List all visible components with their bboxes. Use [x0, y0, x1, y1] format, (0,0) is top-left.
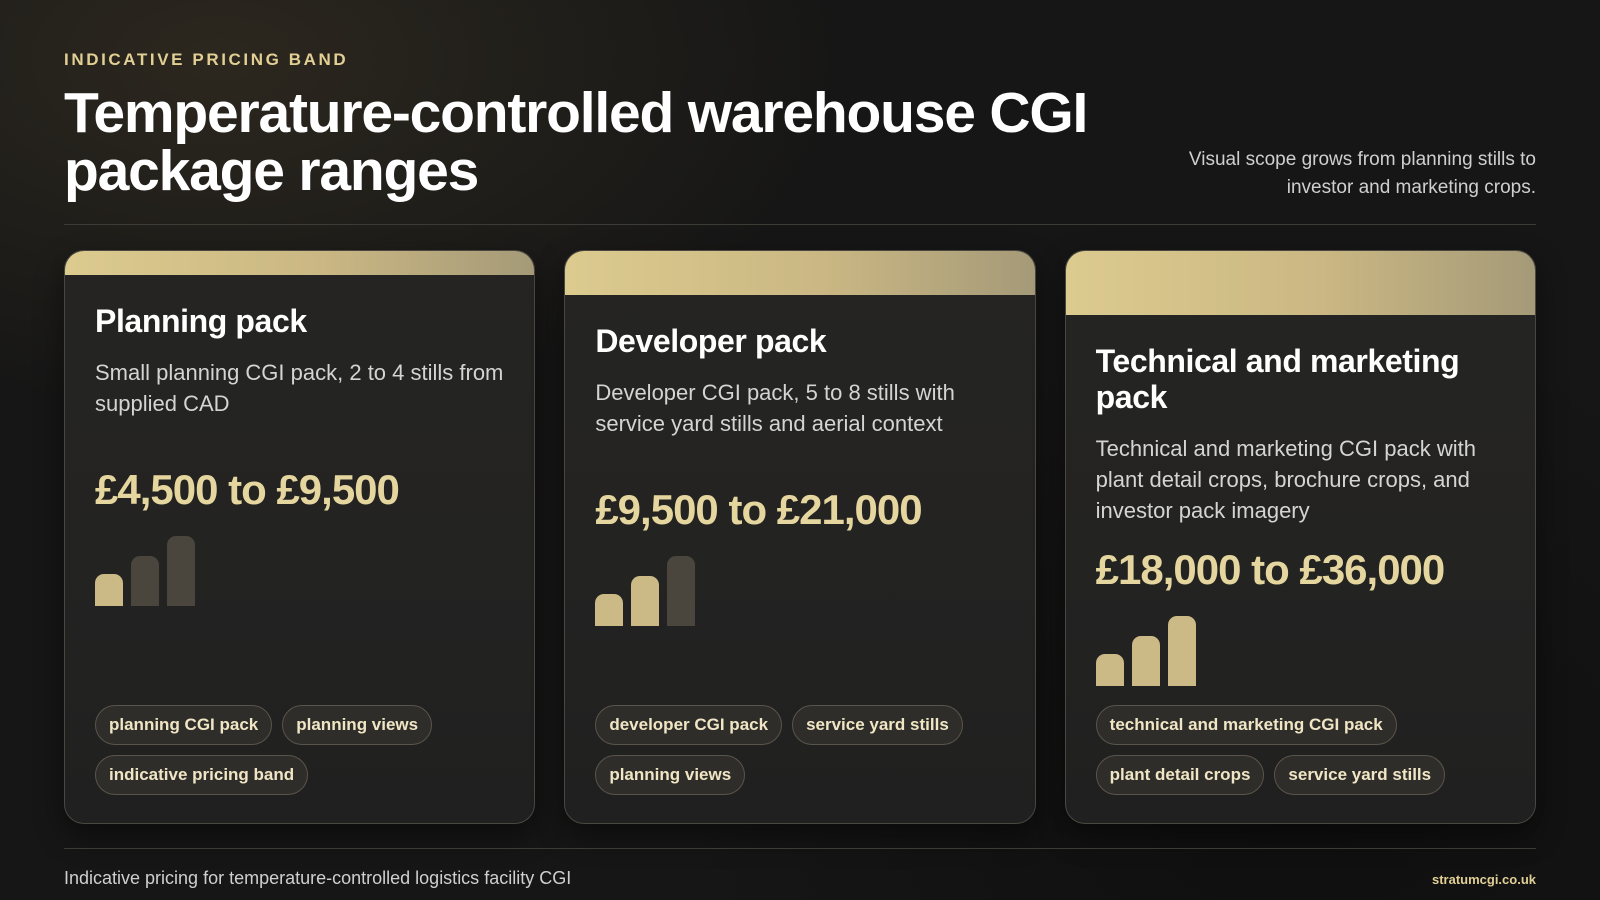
- tag-chip: planning views: [595, 755, 746, 795]
- scope-bar-1: [595, 594, 624, 626]
- tag-list: developer CGI pack service yard stills p…: [595, 705, 1014, 795]
- card-accent-bar: [65, 251, 535, 275]
- eyebrow-label: INDICATIVE PRICING BAND: [64, 50, 349, 69]
- package-card-technical-marketing: Technical and marketing pack Technical a…: [1064, 250, 1536, 824]
- tag-chip: technical and marketing CGI pack: [1095, 705, 1397, 745]
- price-range: £9,500 to £21,000: [595, 486, 922, 533]
- tag-chip: planning views: [282, 705, 433, 745]
- slide: INDICATIVE PRICING BAND Temperature-cont…: [64, 0, 1536, 900]
- page-subtitle: Visual scope grows from planning stills …: [1188, 149, 1536, 198]
- scope-bar-3: [1167, 616, 1196, 686]
- scope-bar-2: [1131, 636, 1160, 686]
- tag-list: planning CGI pack planning views indicat…: [95, 705, 514, 795]
- scope-bar-3: [167, 536, 195, 606]
- footer-note: Indicative pricing for temperature-contr…: [64, 868, 572, 888]
- card-accent-bar: [1065, 251, 1535, 315]
- price-range: £18,000 to £36,000: [1095, 546, 1446, 593]
- package-card-developer: Developer pack Developer CGI pack, 5 to …: [564, 250, 1036, 824]
- card-accent-bar: [565, 251, 1035, 295]
- price-range: £4,500 to £9,500: [95, 466, 400, 513]
- header-divider: [64, 224, 1536, 225]
- tag-chip: service yard stills: [792, 705, 963, 745]
- package-cards: Planning pack Small planning CGI pack, 2…: [64, 250, 1536, 824]
- tag-chip: service yard stills: [1274, 755, 1446, 795]
- footer-divider: [64, 848, 1536, 849]
- scope-bar-3: [667, 556, 696, 626]
- scope-level-indicator: [1095, 614, 1505, 686]
- tag-chip: developer CGI pack: [595, 705, 783, 745]
- footer-domain-link[interactable]: stratumcgi.co.uk: [1431, 872, 1536, 887]
- scope-bar-1: [1095, 654, 1124, 686]
- page-title: Temperature-controlled warehouse CGI pac…: [64, 81, 1088, 203]
- tag-list: technical and marketing CGI pack plant d…: [1095, 705, 1515, 795]
- card-title: Planning pack: [95, 303, 307, 339]
- scope-level-indicator: [595, 554, 1004, 626]
- card-description: Developer CGI pack, 5 to 8 stills with s…: [595, 380, 955, 436]
- tag-chip: indicative pricing band: [95, 755, 309, 795]
- card-title: Developer pack: [595, 323, 827, 359]
- package-card-planning: Planning pack Small planning CGI pack, 2…: [64, 250, 536, 824]
- card-description: Technical and marketing CGI pack with pl…: [1095, 436, 1476, 523]
- card-title: Technical and marketing pack: [1095, 343, 1460, 415]
- card-description: Small planning CGI pack, 2 to 4 stills f…: [95, 360, 504, 416]
- scope-bar-1: [95, 574, 123, 606]
- scope-level-indicator: [95, 534, 504, 606]
- scope-bar-2: [631, 576, 660, 626]
- tag-chip: planning CGI pack: [95, 705, 273, 745]
- scope-bar-2: [131, 556, 159, 606]
- tag-chip: plant detail crops: [1095, 755, 1265, 795]
